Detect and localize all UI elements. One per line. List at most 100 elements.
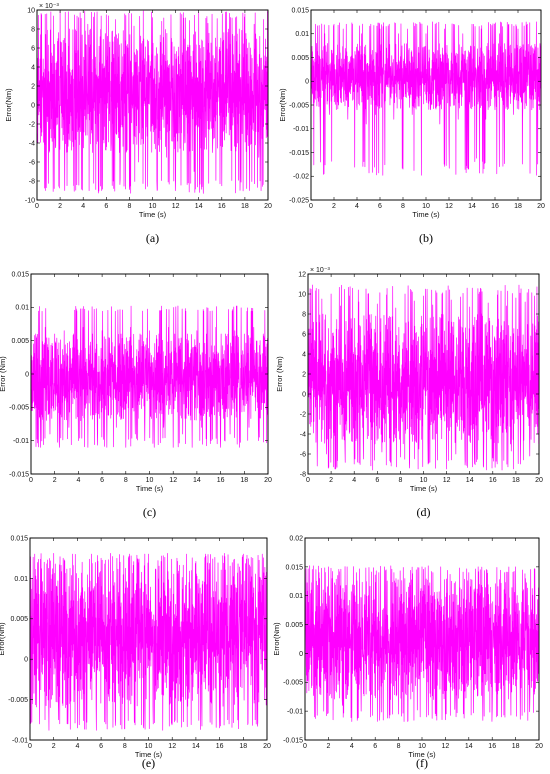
y-tick-label: 8: [31, 26, 35, 33]
x-tick-label: 12: [172, 203, 180, 210]
x-tick-label: 0: [29, 477, 33, 484]
y-tick-label: 0.015: [10, 535, 28, 542]
y-axis-label: Error(Nm): [0, 622, 6, 656]
y-tick-label: -2: [300, 411, 306, 418]
y-tick-label: -0.015: [9, 471, 29, 478]
y-tick-label: -10: [25, 197, 35, 204]
y-tick-label: 0: [24, 657, 28, 664]
error-trace-b: [310, 21, 542, 176]
x-tick-label: 4: [76, 477, 80, 484]
x-tick-label: 18: [512, 743, 520, 750]
y-tick-label: 0.01: [295, 31, 309, 38]
y-tick-label: 0.005: [11, 338, 29, 345]
y-tick-label: 0: [25, 371, 29, 378]
x-tick-label: 8: [398, 477, 402, 484]
y-tick-label: -0.015: [283, 737, 303, 744]
panel-caption: (a): [146, 231, 159, 245]
y-tick-label: -0.005: [289, 102, 309, 109]
y-tick-label: -6: [300, 451, 306, 458]
y-tick-label: -0.005: [9, 405, 29, 412]
x-tick-label: 0: [303, 743, 307, 750]
x-tick-label: 8: [397, 743, 401, 750]
chart-panel-b: 0 2 4 6 8 10 12 14 16 18 20 -0.025 -0.02 -0.015 -0.01 -…: [278, 7, 545, 245]
x-tick-label: 12: [168, 743, 176, 750]
y-tick-label: -0.025: [289, 197, 309, 204]
y-tick-label: 12: [298, 271, 306, 278]
y-tick-label: 6: [302, 331, 306, 338]
x-tick-label: 16: [491, 203, 499, 210]
error-trace-a: [36, 10, 269, 194]
x-tick-label: 14: [468, 203, 476, 210]
x-tick-label: 10: [420, 477, 428, 484]
x-tick-label: 18: [239, 743, 247, 750]
x-tick-label: 18: [514, 203, 522, 210]
y-axis-label: Error(Nm): [278, 88, 287, 122]
x-tick-label: 16: [217, 477, 225, 484]
y-tick-label: -6: [29, 159, 35, 166]
x-axis-label: Time (s): [408, 750, 436, 759]
x-tick-label: 2: [52, 743, 56, 750]
x-tick-label: 6: [100, 477, 104, 484]
panel-caption: (d): [417, 505, 431, 519]
x-tick-label: 14: [195, 203, 203, 210]
y-tick-label: 0.005: [10, 616, 28, 623]
x-tick-label: 18: [512, 477, 520, 484]
x-tick-label: 20: [537, 203, 545, 210]
x-tick-label: 6: [373, 743, 377, 750]
y-tick-label: -0.01: [12, 737, 28, 744]
x-tick-label: 8: [123, 743, 127, 750]
x-axis-label: Time (s): [139, 210, 167, 219]
panel-caption: (f): [416, 756, 428, 770]
x-axis-label: Time (s): [410, 484, 438, 493]
x-tick-label: 2: [53, 477, 57, 484]
x-tick-label: 2: [329, 477, 333, 484]
chart-panel-a: 0 2 4 6 8 10 12 14 16 18 20 -10 -8 -6 -4 -2 0 2 4 6 8 10 × 10⁻…: [4, 3, 272, 245]
x-tick-label: 10: [422, 203, 430, 210]
y-axis-label: Error(Nm): [4, 88, 13, 122]
y-tick-label: 4: [302, 351, 306, 358]
y-tick-label: -8: [300, 471, 306, 478]
y-tick-label: -0.005: [283, 680, 303, 687]
x-tick-label: 10: [146, 477, 154, 484]
y-tick-label: -0.015: [289, 150, 309, 157]
x-axis-label: Time (s): [136, 484, 164, 493]
x-tick-label: 4: [75, 743, 79, 750]
x-tick-label: 16: [489, 477, 497, 484]
x-tick-label: 4: [350, 743, 354, 750]
x-tick-label: 14: [466, 477, 474, 484]
chart-panel-e: 0 2 4 6 8 10 12 14 16 18 20 -0.01 -0.005 0 0.005 0.01 0.…: [0, 535, 271, 770]
y-tick-label: -8: [29, 178, 35, 185]
x-tick-label: 8: [124, 477, 128, 484]
x-tick-label: 0: [306, 477, 310, 484]
x-tick-label: 2: [326, 743, 330, 750]
x-tick-label: 10: [149, 203, 157, 210]
x-tick-label: 2: [332, 203, 336, 210]
panel-caption: (c): [143, 505, 156, 519]
x-axis-label: Time (s): [135, 750, 163, 759]
x-tick-label: 12: [169, 477, 177, 484]
error-trace-e: [29, 553, 268, 731]
y-tick-label: 0.005: [285, 622, 303, 629]
y-tick-label: 0: [31, 102, 35, 109]
x-tick-label: 0: [28, 743, 32, 750]
y-exponent-label: × 10⁻³: [310, 267, 331, 274]
chart-panel-d: 0 2 4 6 8 10 12 14 16 18 20 -8 -6 -4 -2 0 2 4 6 8 10 12 × 10⁻³…: [275, 267, 543, 519]
panel-caption: (b): [419, 231, 433, 245]
y-tick-label: 4: [31, 64, 35, 71]
x-tick-label: 4: [355, 203, 359, 210]
x-tick-label: 20: [264, 477, 272, 484]
y-tick-label: 0.02: [289, 535, 303, 542]
y-tick-label: 0.015: [285, 564, 303, 571]
x-tick-label: 2: [58, 203, 62, 210]
y-tick-label: 0.005: [291, 55, 309, 62]
x-tick-label: 12: [443, 477, 451, 484]
y-axis-label: Error (Nm): [0, 356, 7, 392]
y-tick-label: 0.015: [11, 271, 29, 278]
y-tick-label: -0.02: [293, 174, 309, 181]
y-tick-label: -4: [300, 431, 306, 438]
y-tick-label: 0.015: [291, 7, 309, 14]
x-tick-label: 10: [145, 743, 153, 750]
x-tick-label: 20: [535, 477, 543, 484]
x-axis-label: Time (s): [412, 210, 440, 219]
